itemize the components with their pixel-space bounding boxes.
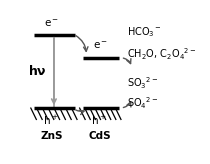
Text: HCO$_3$$^-$: HCO$_3$$^-$ <box>127 25 162 39</box>
Text: e$^-$: e$^-$ <box>93 40 108 51</box>
Text: $\mathbf{h\nu}$: $\mathbf{h\nu}$ <box>28 64 47 78</box>
Text: CH$_2$O, C$_2$O$_4$$^{2-}$: CH$_2$O, C$_2$O$_4$$^{2-}$ <box>127 46 197 62</box>
Text: SO$_4$$^{2-}$: SO$_4$$^{2-}$ <box>127 95 159 111</box>
Text: ZnS: ZnS <box>40 131 63 141</box>
Text: h$^+$: h$^+$ <box>43 114 58 127</box>
Text: h$^+$: h$^+$ <box>91 114 106 127</box>
Text: e$^-$: e$^-$ <box>44 18 59 29</box>
Text: CdS: CdS <box>89 131 112 141</box>
Text: SO$_3$$^{2-}$: SO$_3$$^{2-}$ <box>127 75 159 91</box>
